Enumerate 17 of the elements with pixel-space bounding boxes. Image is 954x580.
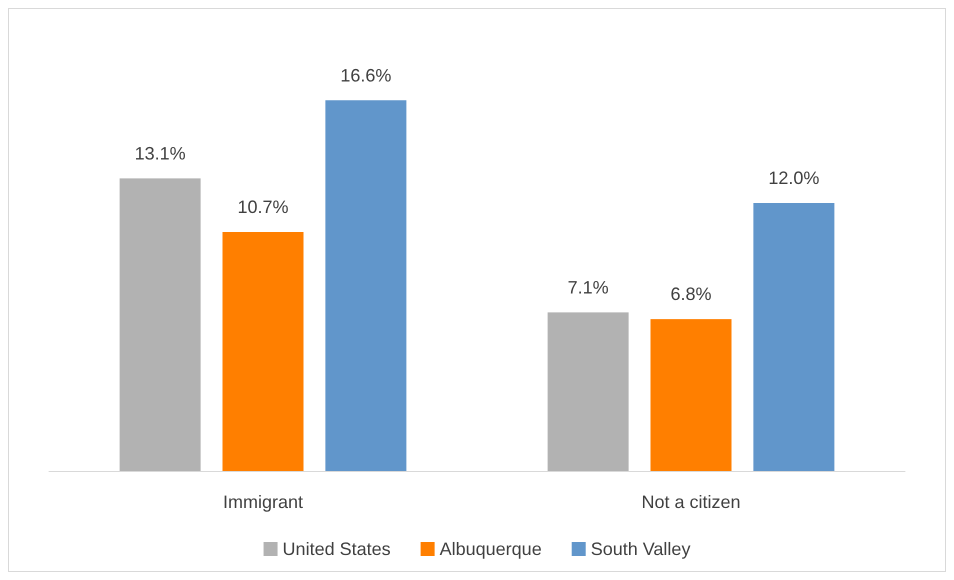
data-label: 12.0% [768,168,820,188]
bar [325,100,406,471]
bar [120,178,201,471]
data-label: 6.8% [670,284,712,304]
legend-label: United States [282,539,391,559]
data-label: 7.1% [568,277,609,298]
legend-label: Albuquerque [440,539,542,559]
bar [222,232,304,471]
legend-label: South Valley [590,539,690,559]
data-label: 10.7% [237,197,289,218]
bar [753,203,834,471]
x-tick-label: Not a citizen [641,492,741,512]
data-label: 13.1% [134,143,186,164]
bar [548,312,629,471]
bar [650,319,732,471]
data-label: 16.6% [340,65,392,86]
x-tick-label: Immigrant [222,492,304,512]
